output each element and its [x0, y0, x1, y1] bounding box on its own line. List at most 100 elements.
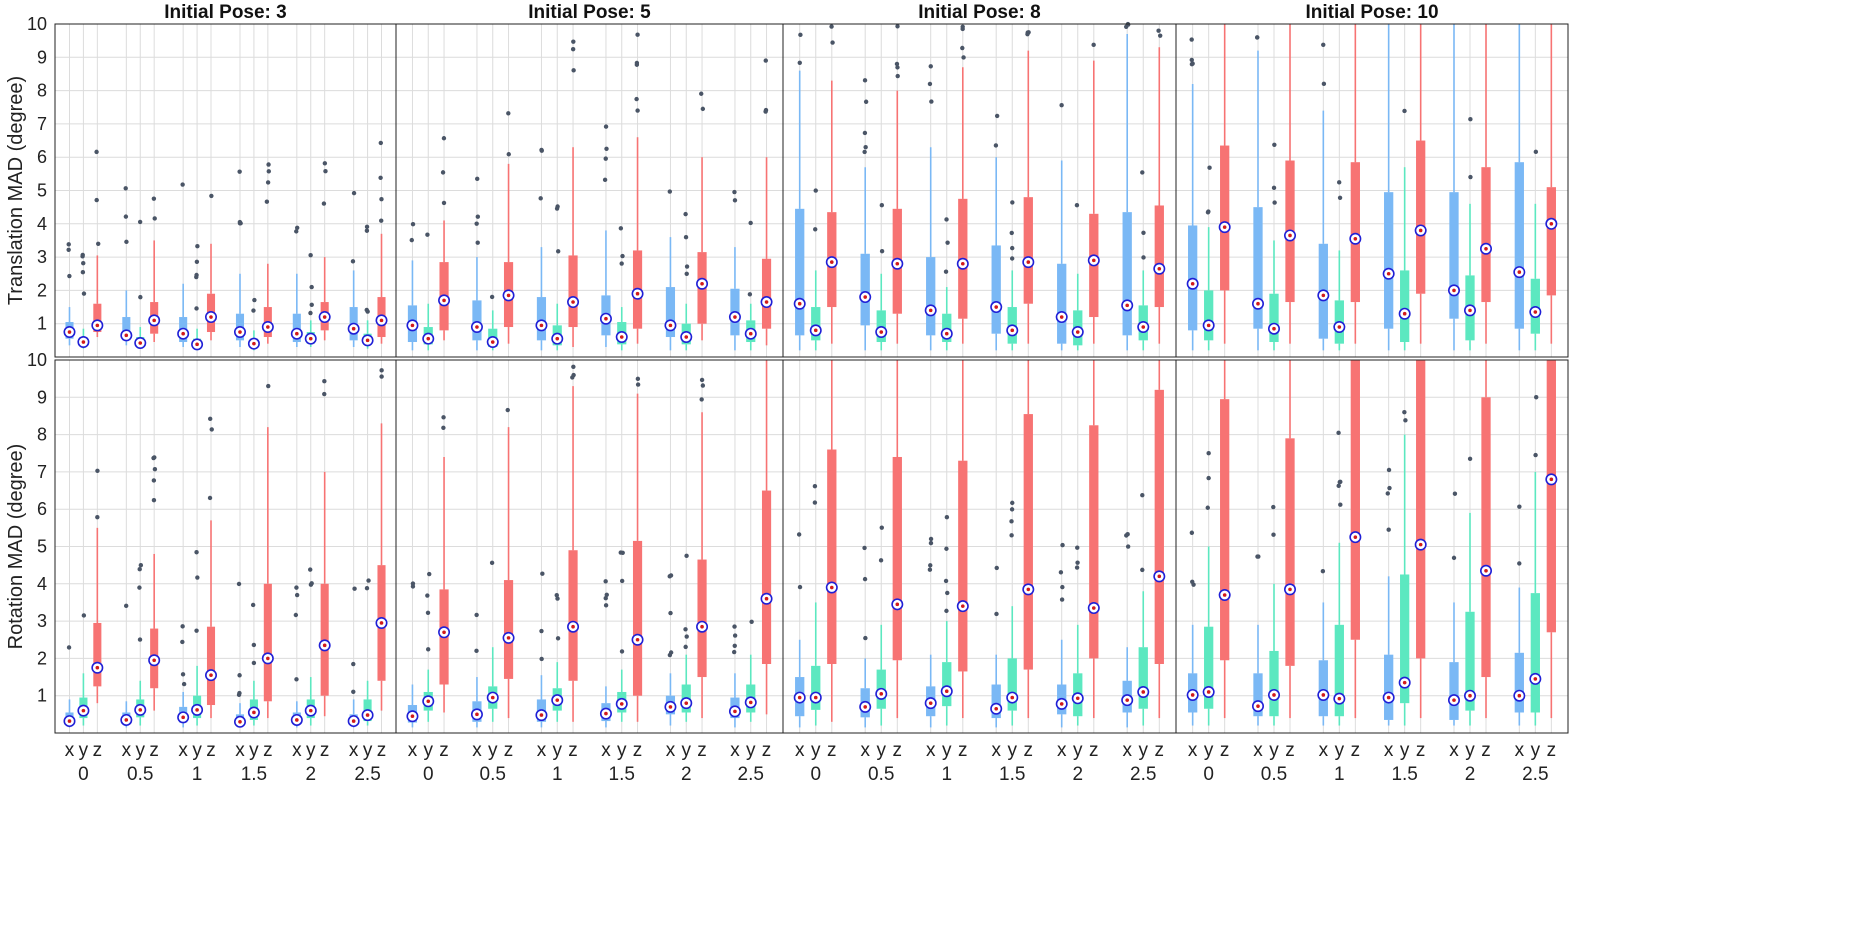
median-dot	[1075, 330, 1080, 334]
outlier-point	[237, 690, 242, 696]
outlier-point	[829, 24, 834, 29]
outlier-point	[1157, 33, 1163, 38]
median-dot	[1256, 301, 1260, 306]
outlier-point	[1025, 31, 1030, 37]
median-dot	[426, 699, 431, 704]
outlier-point	[1271, 532, 1276, 537]
median-dot	[928, 308, 933, 313]
outlier-point	[266, 162, 271, 167]
x-tick-axis-label: y	[136, 740, 146, 761]
box-iqr	[472, 300, 482, 341]
outlier-point	[1075, 545, 1080, 550]
outlier-point	[928, 540, 934, 546]
box-iqr	[1204, 290, 1214, 341]
x-tick-axis-label: x	[666, 740, 676, 761]
x-tick-axis-label: z	[263, 740, 273, 761]
outlier-point	[365, 309, 370, 314]
x-group-label: 2.5	[354, 764, 380, 785]
outlier-point	[700, 106, 706, 112]
x-tick-axis-label: y	[682, 740, 692, 761]
outlier-point	[879, 525, 884, 530]
outlier-point	[571, 364, 576, 369]
median-dot	[1190, 693, 1195, 697]
x-tick-axis-label: y	[363, 740, 373, 761]
outlier-point	[151, 497, 157, 503]
median-dot	[67, 719, 72, 723]
median-dot	[1321, 293, 1326, 298]
x-tick-axis-label: y	[617, 740, 627, 761]
median-dot	[1468, 308, 1472, 313]
box-iqr	[1350, 360, 1360, 640]
outlier-point	[1125, 22, 1130, 27]
median-dot	[700, 624, 704, 629]
x-tick-axis-label: y	[1073, 740, 1083, 761]
outlier-point	[323, 168, 328, 174]
outlier-point	[265, 180, 271, 185]
outlier-point	[1320, 569, 1326, 574]
x-tick-axis-label: z	[377, 740, 387, 761]
y-tick-label: 5	[37, 181, 47, 201]
outlier-point	[379, 374, 384, 379]
outlier-point	[1254, 35, 1260, 40]
outlier-point	[194, 628, 199, 633]
outlier-point	[94, 197, 99, 203]
x-tick-axis-label: z	[1155, 740, 1165, 761]
outlier-point	[351, 661, 356, 667]
panel-title: Initial Pose: 5	[528, 2, 651, 23]
x-tick-axis-label: x	[292, 740, 302, 761]
outlier-point	[1533, 452, 1538, 458]
outlier-point	[379, 218, 384, 223]
x-tick-axis-label: x	[926, 740, 936, 761]
median-dot	[555, 698, 560, 702]
x-group-label: 0.5	[127, 764, 153, 785]
outlier-point	[67, 273, 72, 279]
median-dot	[994, 706, 999, 711]
outlier-point	[602, 177, 608, 183]
outlier-point	[539, 656, 544, 662]
x-tick-axis-label: z	[958, 740, 968, 761]
median-dot	[1353, 535, 1358, 539]
median-dot	[195, 708, 199, 712]
median-dot	[829, 260, 834, 264]
outlier-point	[308, 310, 313, 316]
outlier-point	[427, 571, 432, 577]
outlier-point	[379, 197, 384, 202]
box-iqr	[1481, 167, 1491, 303]
median-dot	[748, 331, 753, 336]
outlier-point	[425, 593, 430, 598]
median-dot	[635, 637, 640, 642]
median-dot	[1402, 680, 1407, 685]
x-tick-axis-label: z	[697, 740, 707, 761]
outlier-point	[209, 193, 214, 199]
outlier-point	[634, 96, 639, 102]
median-dot	[410, 323, 415, 328]
box-iqr	[926, 257, 936, 336]
outlier-point	[137, 585, 142, 590]
box-iqr	[1416, 360, 1426, 659]
median-dot	[308, 708, 313, 713]
outlier-point	[1141, 230, 1146, 236]
outlier-point	[1271, 185, 1277, 191]
x-tick-axis-label: y	[249, 740, 259, 761]
box-iqr	[503, 580, 514, 679]
median-dot	[539, 323, 544, 328]
x-tick-axis-label: z	[1416, 740, 1426, 761]
outlier-point	[879, 203, 885, 208]
median-dot	[1533, 310, 1538, 314]
outlier-point	[894, 61, 900, 67]
outlier-point	[603, 124, 609, 129]
outlier-point	[993, 143, 999, 148]
x-group-label: 2	[1072, 764, 1083, 785]
y-tick-label: 4	[37, 214, 47, 234]
median-dot	[1484, 246, 1488, 251]
box-iqr	[1449, 192, 1459, 319]
outlier-point	[683, 234, 689, 240]
outlier-point	[152, 466, 158, 472]
outlier-point	[351, 689, 356, 694]
outlier-point	[943, 578, 949, 584]
median-dot	[152, 318, 156, 323]
outlier-point	[1336, 180, 1342, 185]
box-iqr	[1023, 414, 1033, 670]
outlier-point	[683, 211, 688, 217]
outlier-point	[251, 308, 256, 313]
